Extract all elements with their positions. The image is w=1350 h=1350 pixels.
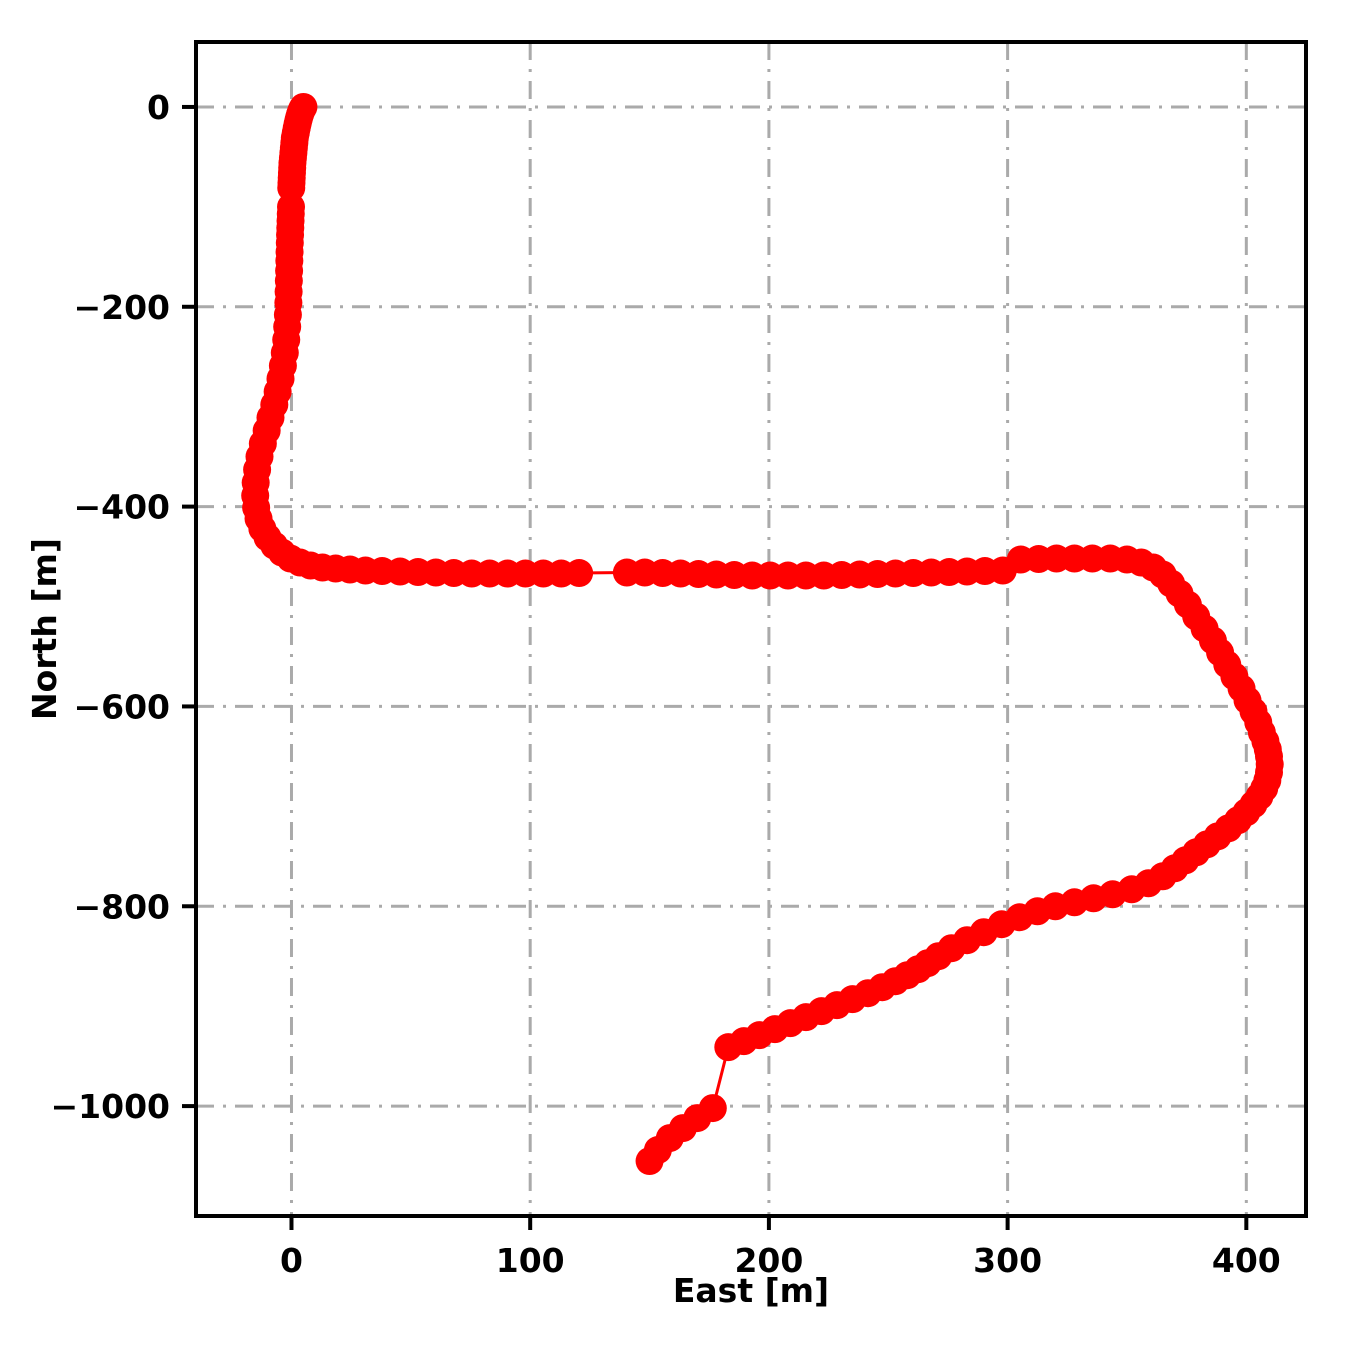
y-tick-labels: 0 −200 −400 −600 −800 −1000 bbox=[51, 88, 171, 1126]
plot-area-background bbox=[196, 42, 1306, 1216]
axis-ticks bbox=[182, 104, 1249, 1230]
y-tick-label: −1000 bbox=[51, 1087, 171, 1126]
y-tick-label: −800 bbox=[73, 887, 170, 926]
y-axis-title: North [m] bbox=[25, 538, 64, 720]
data-point-marker bbox=[635, 1147, 664, 1176]
series-trajectory bbox=[241, 92, 1284, 1176]
data-point-marker bbox=[714, 1033, 743, 1062]
x-tick-label: 0 bbox=[280, 1241, 303, 1280]
x-tick-label: 200 bbox=[734, 1241, 803, 1280]
data-series-layer bbox=[241, 92, 1284, 1176]
x-tick-label: 300 bbox=[973, 1241, 1042, 1280]
x-axis-title: East [m] bbox=[673, 1271, 829, 1310]
y-tick-label: 0 bbox=[147, 88, 170, 127]
y-tick-label: −200 bbox=[73, 288, 170, 327]
y-tick-label: −400 bbox=[73, 488, 170, 527]
data-point-marker bbox=[565, 559, 594, 588]
x-tick-labels: 0 100 200 300 400 bbox=[280, 1241, 1281, 1280]
x-tick-label: 100 bbox=[496, 1241, 565, 1280]
x-tick-label: 400 bbox=[1212, 1241, 1281, 1280]
grid-lines bbox=[196, 42, 1306, 1216]
axes-frame bbox=[194, 40, 1308, 1218]
y-tick-label: −600 bbox=[73, 687, 170, 726]
